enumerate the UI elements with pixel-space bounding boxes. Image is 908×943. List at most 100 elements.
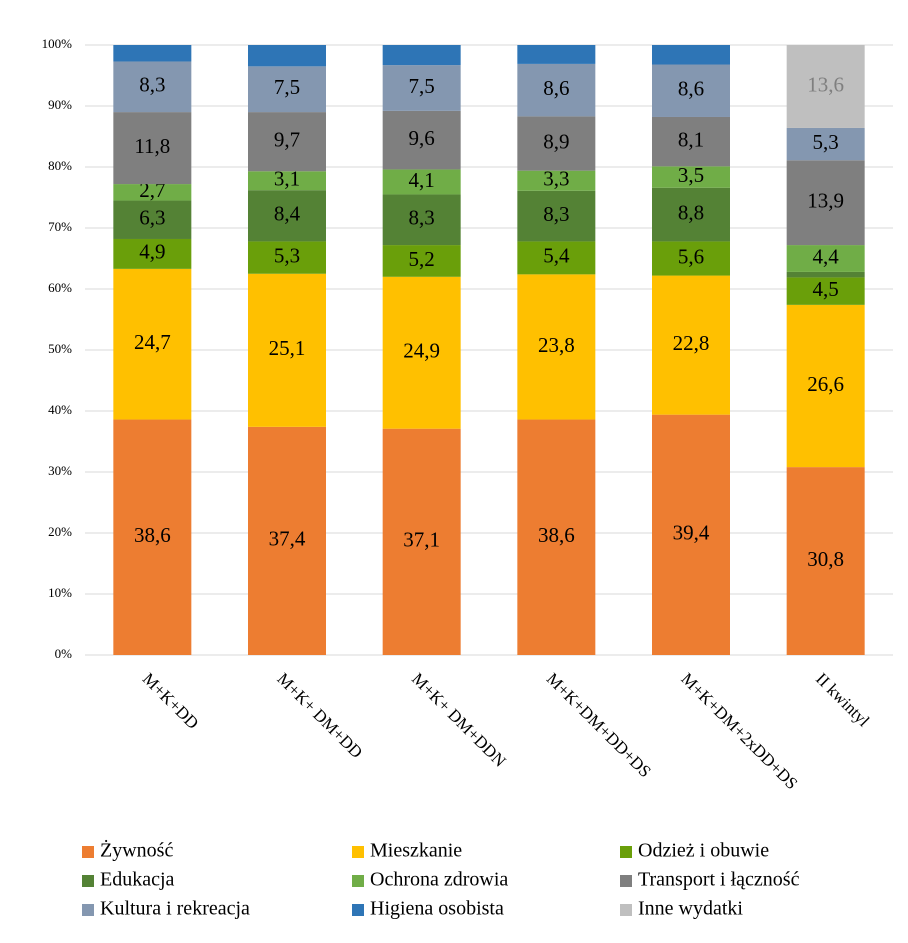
bar-segment	[517, 116, 596, 171]
y-tick-label: 20%	[48, 524, 72, 539]
bar-segment	[786, 467, 865, 655]
bar-segment	[382, 65, 461, 111]
bar-segment	[786, 304, 865, 468]
bar-segment	[248, 190, 326, 242]
value-label: 8,3	[139, 73, 165, 97]
legend-swatch	[620, 904, 632, 916]
value-label: 13,9	[807, 188, 844, 212]
value-label: 8,9	[543, 129, 569, 153]
bar-segment	[652, 64, 730, 117]
value-label: 4,5	[813, 277, 839, 301]
value-label: 5,3	[274, 243, 300, 267]
y-tick-label: 100%	[42, 36, 73, 51]
bar-segment	[382, 45, 461, 66]
value-label: 30,8	[807, 547, 844, 571]
value-label: 4,1	[409, 168, 435, 192]
bar-segment	[517, 45, 596, 64]
x-tick-label: M+K+DM+2xDD+DS	[677, 669, 801, 793]
legend-label: Kultura i rekreacja	[100, 898, 250, 920]
value-label: 5,2	[409, 247, 435, 271]
bar-segment	[248, 112, 326, 172]
legend-swatch	[352, 875, 364, 887]
value-label: 37,4	[269, 527, 306, 551]
legend-label: Mieszkanie	[370, 840, 462, 862]
value-label: 8,1	[678, 127, 704, 151]
bar-segment	[113, 200, 192, 239]
legend-swatch	[620, 875, 632, 887]
bar-segment	[652, 187, 730, 242]
legend-swatch	[352, 904, 364, 916]
value-label: 8,6	[543, 76, 569, 100]
value-label: 13,6	[807, 72, 844, 96]
bar-segment	[786, 160, 865, 246]
bar-segment	[517, 419, 596, 655]
legend-swatch	[82, 846, 94, 858]
legend-swatch	[82, 875, 94, 887]
bar-segment	[517, 274, 596, 420]
legend-swatch	[352, 846, 364, 858]
value-label: 8,6	[678, 77, 704, 101]
y-tick-label: 90%	[48, 97, 72, 112]
bar-segment	[248, 171, 326, 191]
y-tick-label: 10%	[48, 585, 72, 600]
bar-segment	[248, 45, 326, 67]
value-label: 5,6	[678, 244, 704, 268]
value-label: 4,4	[813, 244, 840, 268]
bar-segment	[113, 184, 192, 201]
value-label: 6,3	[139, 206, 165, 230]
value-label: 26,6	[807, 372, 844, 396]
x-tick-label: M+K+DM+DD+DS	[543, 669, 655, 781]
value-label: 4,9	[139, 240, 165, 264]
value-label: 8,3	[543, 202, 569, 226]
bar-segment	[652, 275, 730, 415]
value-label: 25,1	[269, 336, 306, 360]
x-tick-label: M+K+DD	[139, 669, 203, 733]
legend-label: Odzież i obuwie	[638, 840, 769, 862]
bar-segment	[382, 110, 461, 170]
value-label: 5,4	[543, 244, 570, 268]
bar-segment	[248, 241, 326, 274]
value-label: 38,6	[538, 523, 575, 547]
bar-segment	[652, 166, 730, 188]
y-tick-label: 60%	[48, 280, 72, 295]
value-label: 7,5	[409, 74, 435, 98]
value-label: 24,9	[403, 339, 440, 363]
bar-segment	[652, 116, 730, 167]
bar-segment	[113, 112, 192, 185]
x-tick-label: II kwintyl	[812, 669, 873, 730]
bar-segment	[652, 241, 730, 276]
value-label: 9,6	[409, 126, 435, 150]
legend-label: Higiena osobista	[370, 898, 504, 920]
value-label: 8,4	[274, 202, 301, 226]
bar-segment	[382, 428, 461, 655]
legend-label: Ochrona zdrowia	[370, 869, 508, 891]
y-tick-label: 80%	[48, 158, 72, 173]
value-label: 8,3	[409, 206, 435, 230]
legend-swatch	[82, 904, 94, 916]
value-label: 23,8	[538, 333, 575, 357]
value-label: 7,5	[274, 75, 300, 99]
y-tick-label: 70%	[48, 219, 72, 234]
y-tick-label: 0%	[55, 646, 73, 661]
bar-segment	[652, 414, 730, 655]
bar-segment	[113, 268, 192, 420]
legend-label: Inne wydatki	[638, 898, 743, 920]
bar-segment	[786, 277, 865, 305]
value-label: 37,1	[403, 528, 440, 552]
bar-segment	[113, 61, 192, 113]
bar-segment	[248, 273, 326, 427]
value-label: 8,8	[678, 200, 704, 224]
bar-segment	[382, 276, 461, 429]
value-label: 38,6	[134, 523, 171, 547]
value-label: 11,8	[134, 134, 170, 158]
bar-segment	[382, 245, 461, 277]
bar-segment	[382, 169, 461, 195]
bar-segment	[248, 426, 326, 655]
value-label: 39,4	[673, 521, 710, 545]
bar-segment	[786, 245, 865, 272]
legend-swatch	[620, 846, 632, 858]
value-label: 22,8	[673, 331, 710, 355]
legend-label: Edukacja	[100, 869, 175, 891]
